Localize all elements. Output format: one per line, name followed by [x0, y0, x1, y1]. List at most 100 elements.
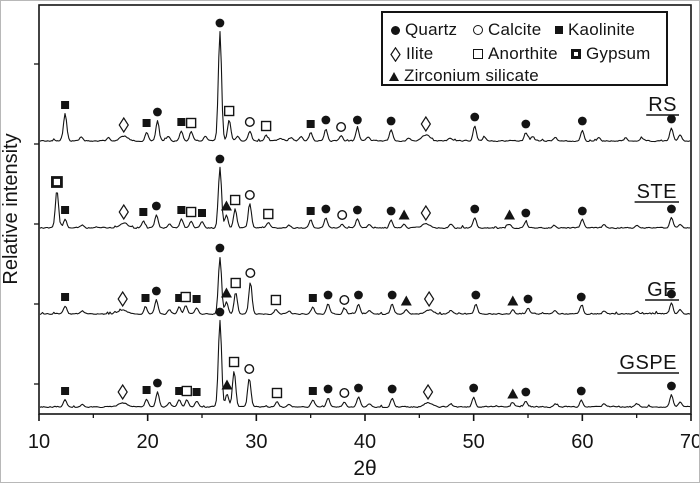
quartz-marker-icon [215, 18, 225, 28]
quartz-marker-icon [387, 290, 397, 300]
trace-label-RS: RS [648, 94, 677, 116]
quartz-marker-icon [667, 289, 676, 299]
quartz-marker-icon [386, 206, 396, 216]
zirconium-silicate-marker-icon [398, 209, 410, 220]
kaolinite-marker-icon [175, 387, 184, 395]
legend-item-gypsum: Gypsum [571, 44, 651, 64]
zirconium-silicate-marker-icon [221, 379, 233, 390]
xrd-traces [39, 31, 691, 409]
legend-label-ilite: Ilite [406, 44, 434, 63]
anorthite-marker-icon [260, 120, 272, 132]
x-tick-label: 70 [680, 431, 700, 453]
quartz-marker-icon [521, 119, 531, 129]
x-tick-label: 60 [571, 431, 593, 453]
quartz-marker-icon [321, 115, 331, 125]
kaolinite-marker-icon [142, 119, 151, 127]
calcite-marker-icon [473, 25, 483, 35]
trace-label-STE: STE [637, 181, 677, 203]
anorthite-marker-icon [473, 49, 483, 59]
zirconium-silicate-marker-icon [400, 295, 412, 306]
quartz-marker-icon [151, 286, 161, 296]
legend-item-zirconium-silicate: Zirconium silicate [389, 66, 539, 86]
xrd-trace-GSPE [39, 319, 691, 409]
quartz-marker-icon [576, 386, 586, 396]
legend-item-quartz: Quartz [391, 20, 457, 40]
xrd-trace-GE [39, 256, 691, 316]
legend-label-zirconium-silicate: Zirconium silicate [404, 66, 539, 85]
legend-label-kaolinite: Kaolinite [568, 20, 636, 39]
ilite-marker-icon [422, 383, 434, 401]
kaolinite-marker-icon [198, 209, 206, 217]
legend-label-quartz: Quartz [405, 20, 458, 39]
kaolinite-marker-icon [177, 118, 186, 126]
x-axis-title: 2θ [353, 457, 376, 480]
x-tick-label: 30 [245, 431, 267, 453]
quartz-marker-icon [352, 115, 362, 125]
quartz-marker-icon [153, 378, 162, 388]
quartz-marker-icon [151, 201, 161, 211]
zirconium-silicate-marker-icon [220, 287, 232, 298]
anorthite-marker-icon [223, 105, 235, 117]
quartz-marker-icon [354, 290, 363, 300]
calcite-marker-icon [336, 121, 347, 132]
kaolinite-marker-icon [61, 206, 70, 214]
quartz-marker-icon [215, 307, 225, 317]
y-axis-title: Relative intensity [1, 133, 22, 284]
quartz-marker-icon [576, 292, 586, 302]
phase-markers [51, 18, 676, 401]
quartz-marker-icon [577, 206, 587, 216]
legend-box: Quartz Calcite Kaolinite Ilite Anorthite… [381, 11, 668, 86]
x-tick-label: 50 [463, 431, 485, 453]
kaolinite-marker-icon [306, 207, 315, 215]
quartz-marker-icon [523, 294, 533, 304]
quartz-marker-icon [323, 290, 333, 300]
xrd-trace-RS [39, 31, 691, 143]
zirconium-silicate-marker-icon [504, 209, 516, 220]
calcite-marker-icon [244, 189, 255, 200]
kaolinite-marker-icon [61, 293, 70, 301]
quartz-marker-icon [667, 114, 676, 124]
calcite-marker-icon [339, 388, 350, 399]
anorthite-marker-icon [228, 356, 240, 368]
quartz-marker-icon [215, 154, 225, 164]
anorthite-marker-icon [180, 291, 191, 303]
legend-label-calcite: Calcite [488, 20, 542, 39]
kaolinite-marker-icon [308, 387, 317, 395]
kaolinite-marker-icon [177, 206, 186, 214]
ilite-marker-icon [423, 290, 435, 308]
gypsum-marker-icon [571, 49, 581, 59]
quartz-marker-icon [215, 243, 225, 253]
zirconium-silicate-marker-icon [389, 71, 399, 81]
kaolinite-marker-icon [306, 120, 315, 128]
legend-item-calcite: Calcite [473, 20, 541, 40]
x-tick-label: 10 [28, 431, 50, 453]
quartz-marker-icon [470, 112, 480, 122]
kaolinite-marker-icon [61, 101, 70, 109]
kaolinite-marker-icon [175, 294, 184, 302]
kaolinite-marker-icon [555, 26, 563, 34]
quartz-marker-icon [521, 387, 531, 397]
quartz-marker-icon [471, 290, 481, 300]
quartz-marker-icon [577, 116, 587, 126]
legend-label-anorthite: Anorthite [488, 44, 558, 63]
calcite-marker-icon [245, 268, 256, 279]
anorthite-marker-icon [229, 194, 241, 206]
trace-label-GE: GE [647, 279, 677, 301]
calcite-marker-icon [337, 209, 348, 220]
quartz-marker-icon [667, 381, 676, 391]
ilite-marker-icon [117, 383, 128, 401]
anorthite-marker-icon [270, 294, 282, 306]
kaolinite-marker-icon [192, 295, 201, 303]
ilite-marker-icon [117, 290, 128, 308]
zirconium-silicate-marker-icon [507, 388, 519, 399]
zirconium-silicate-marker-icon [507, 295, 519, 306]
quartz-marker-icon [387, 384, 397, 394]
kaolinite-marker-icon [308, 294, 317, 302]
gypsum-marker-icon [51, 176, 63, 188]
anorthite-marker-icon [230, 277, 241, 289]
ilite-marker-icon [118, 203, 129, 221]
kaolinite-marker-icon [61, 387, 70, 395]
legend-label-gypsum: Gypsum [586, 44, 651, 63]
quartz-marker-icon [386, 116, 396, 126]
